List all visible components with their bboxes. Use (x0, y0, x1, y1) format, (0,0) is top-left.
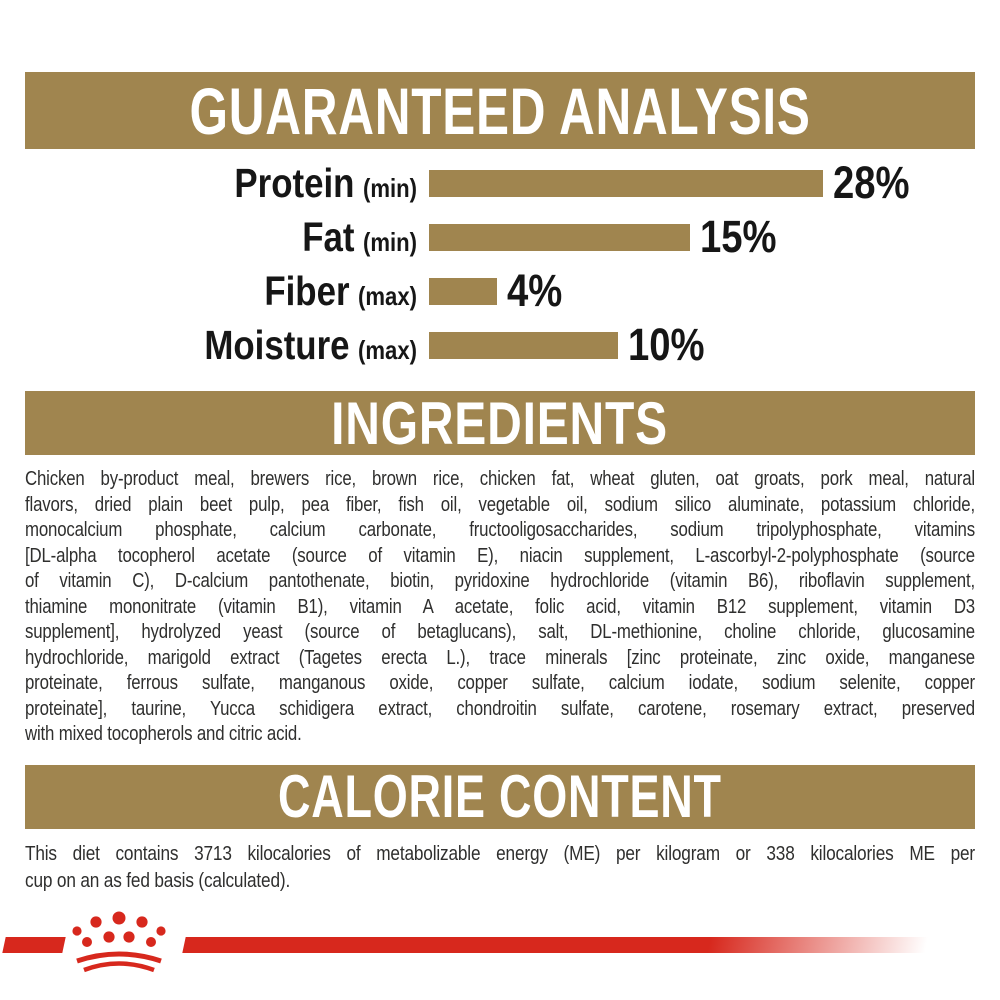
ingredients-line: Chicken by-product meal, brewers rice, b… (25, 468, 975, 490)
nutrient-name: Moisture (204, 321, 350, 368)
calorie-line: This diet contains 3713 kilocalories of … (25, 841, 975, 865)
red-accent-bar-right (182, 936, 936, 953)
brand-footer (0, 904, 1000, 999)
nutrient-label: Fat (min) (84, 214, 417, 261)
ingredients-line: proteinate], taurine, Yucca schidigera e… (25, 697, 975, 720)
red-accent-bar-left (2, 936, 66, 953)
analysis-bar (429, 169, 823, 197)
ingredients-line: of vitamin C), D-calcium pantothenate, b… (25, 570, 975, 592)
ingredients-line: hydrochloride, marigold extract (Tagetes… (25, 646, 975, 669)
nutrient-value: 4% (507, 265, 563, 316)
calorie-line: cup on an as fed basis (calculated). (25, 868, 291, 892)
calorie-content-text: This diet contains 3713 kilocalories of … (25, 840, 975, 894)
ingredients-title: INGREDIENTS (331, 389, 669, 457)
analysis-bar (429, 277, 497, 305)
ingredients-line: thiamine mononitrate (vitamin B1), vitam… (25, 595, 975, 618)
label-content: GUARANTEED ANALYSIS Protein (min) 28% Fa… (25, 72, 975, 894)
nutrient-value: 10% (628, 319, 705, 370)
ingredients-text: Chicken by-product meal, brewers rice, b… (25, 467, 975, 748)
guaranteed-analysis-title: GUARANTEED ANALYSIS (189, 73, 811, 148)
analysis-row-protein: Protein (min) 28% (25, 156, 975, 210)
ingredients-banner: INGREDIENTS (25, 389, 975, 457)
calorie-content-title: CALORIE CONTENT (278, 763, 722, 830)
nutrient-name: Fat (302, 213, 355, 260)
guaranteed-analysis-banner: GUARANTEED ANALYSIS (25, 72, 975, 149)
calorie-content-banner: CALORIE CONTENT (25, 763, 975, 830)
analysis-bar (429, 331, 618, 359)
nutrient-label: Fiber (max) (84, 268, 417, 315)
royal-canin-crown-icon (72, 911, 166, 972)
ingredients-line: [DL-alpha tocopherol acetate (source of … (25, 544, 975, 567)
nutrient-label: Protein (min) (84, 160, 417, 207)
nutrient-qualifier: (max) (358, 280, 417, 311)
ingredients-line: flavors, dried plain beet pulp, pea fibe… (25, 493, 975, 516)
nutrient-qualifier: (min) (362, 226, 417, 257)
nutrient-name: Protein (234, 159, 355, 206)
analysis-row-fat: Fat (min) 15% (25, 210, 975, 264)
analysis-bar (429, 223, 690, 251)
analysis-row-moisture: Moisture (max) 10% (25, 318, 975, 372)
nutrient-qualifier: (min) (362, 172, 417, 203)
nutrient-name: Fiber (264, 267, 350, 314)
nutrient-value: 15% (700, 211, 777, 262)
guaranteed-analysis-chart: Protein (min) 28% Fat (min) 15% Fiber (m… (25, 156, 975, 372)
ingredients-line: supplement], hydrolyzed yeast (source of… (25, 621, 975, 643)
nutrient-qualifier: (max) (358, 334, 417, 365)
ingredients-line: monocalcium phosphate, calcium carbonate… (25, 519, 975, 541)
ingredients-line: proteinate, ferrous sulfate, manganous o… (25, 672, 975, 694)
ingredients-line: with mixed tocopherols and citric acid. (25, 723, 302, 745)
nutrient-label: Moisture (max) (84, 322, 417, 369)
analysis-row-fiber: Fiber (max) 4% (25, 264, 975, 318)
nutrient-value: 28% (833, 157, 910, 208)
